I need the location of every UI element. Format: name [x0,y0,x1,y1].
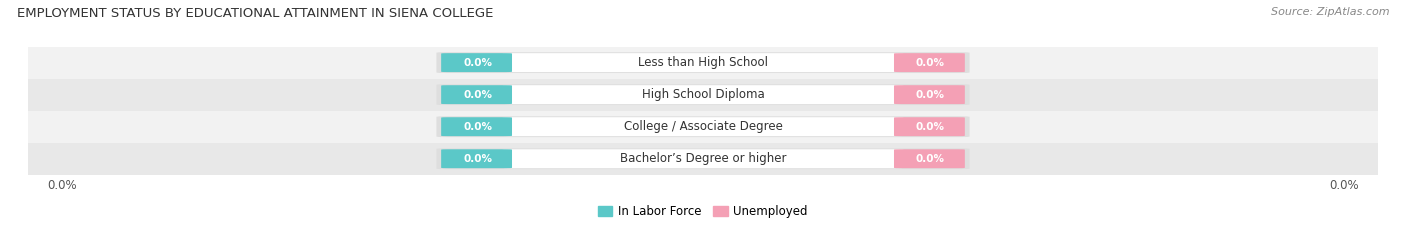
Text: College / Associate Degree: College / Associate Degree [624,120,782,133]
Bar [28,111,1378,143]
FancyBboxPatch shape [436,84,970,105]
FancyBboxPatch shape [502,85,904,104]
FancyBboxPatch shape [502,53,904,72]
Bar [28,143,1378,175]
Text: 0.0%: 0.0% [464,58,492,68]
Text: 0.0%: 0.0% [915,90,945,100]
Text: 0.0%: 0.0% [464,122,492,132]
Text: Bachelor’s Degree or higher: Bachelor’s Degree or higher [620,152,786,165]
Text: High School Diploma: High School Diploma [641,88,765,101]
FancyBboxPatch shape [502,149,904,168]
Bar [28,47,1378,79]
FancyBboxPatch shape [441,117,512,136]
FancyBboxPatch shape [502,117,904,136]
FancyBboxPatch shape [441,53,512,72]
FancyBboxPatch shape [436,52,970,73]
Text: 0.0%: 0.0% [464,154,492,164]
Text: 0.0%: 0.0% [915,58,945,68]
Text: EMPLOYMENT STATUS BY EDUCATIONAL ATTAINMENT IN SIENA COLLEGE: EMPLOYMENT STATUS BY EDUCATIONAL ATTAINM… [17,7,494,20]
FancyBboxPatch shape [436,148,970,169]
Text: 0.0%: 0.0% [464,90,492,100]
Legend: In Labor Force, Unemployed: In Labor Force, Unemployed [593,200,813,223]
FancyBboxPatch shape [894,117,965,136]
Text: 0.0%: 0.0% [915,122,945,132]
FancyBboxPatch shape [894,149,965,168]
FancyBboxPatch shape [894,85,965,104]
Text: Less than High School: Less than High School [638,56,768,69]
FancyBboxPatch shape [441,85,512,104]
Bar [28,79,1378,111]
Text: 0.0%: 0.0% [915,154,945,164]
FancyBboxPatch shape [436,116,970,137]
FancyBboxPatch shape [441,149,512,168]
Text: Source: ZipAtlas.com: Source: ZipAtlas.com [1271,7,1389,17]
FancyBboxPatch shape [894,53,965,72]
